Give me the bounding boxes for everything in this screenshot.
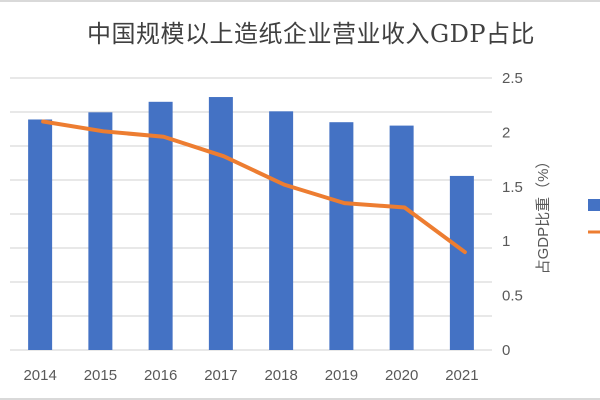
y-tick-label: 1: [502, 233, 510, 250]
y-tick-label: 0.5: [502, 288, 523, 305]
bar-2016: [148, 101, 173, 350]
bar-2019: [329, 122, 354, 350]
x-tick-label: 2015: [84, 367, 117, 384]
secondary-y-axis-label: 占GDP比重（%）: [535, 154, 552, 275]
x-tick-label: 2016: [144, 367, 177, 384]
x-tick-label: 2014: [23, 367, 56, 384]
x-tick-label: 2018: [264, 367, 297, 384]
x-tick-label: 2017: [204, 367, 237, 384]
x-tick-label: 2020: [385, 367, 418, 384]
x-tick-label: 2019: [325, 367, 358, 384]
bar-2014: [28, 119, 53, 350]
bar-2021: [449, 175, 474, 350]
y-tick-label: 1.5: [502, 179, 523, 196]
x-tick-label: 2021: [445, 367, 478, 384]
bar-2015: [88, 112, 113, 350]
frame-top-border: [0, 0, 600, 2]
line-series-gdp-share: [41, 119, 467, 255]
legend-swatch-bar: [588, 199, 600, 211]
y-tick-label: 2: [502, 124, 510, 141]
y-tick-label: 0: [502, 342, 510, 359]
bar-2018: [269, 111, 294, 350]
bar-2020: [389, 125, 414, 350]
bar-2017: [208, 97, 233, 350]
y-tick-label: 2.5: [502, 70, 523, 87]
frame-bottom-border: [0, 398, 600, 400]
chart-title: 中国规模以上造纸企业营业收入GDP占比: [86, 20, 536, 48]
